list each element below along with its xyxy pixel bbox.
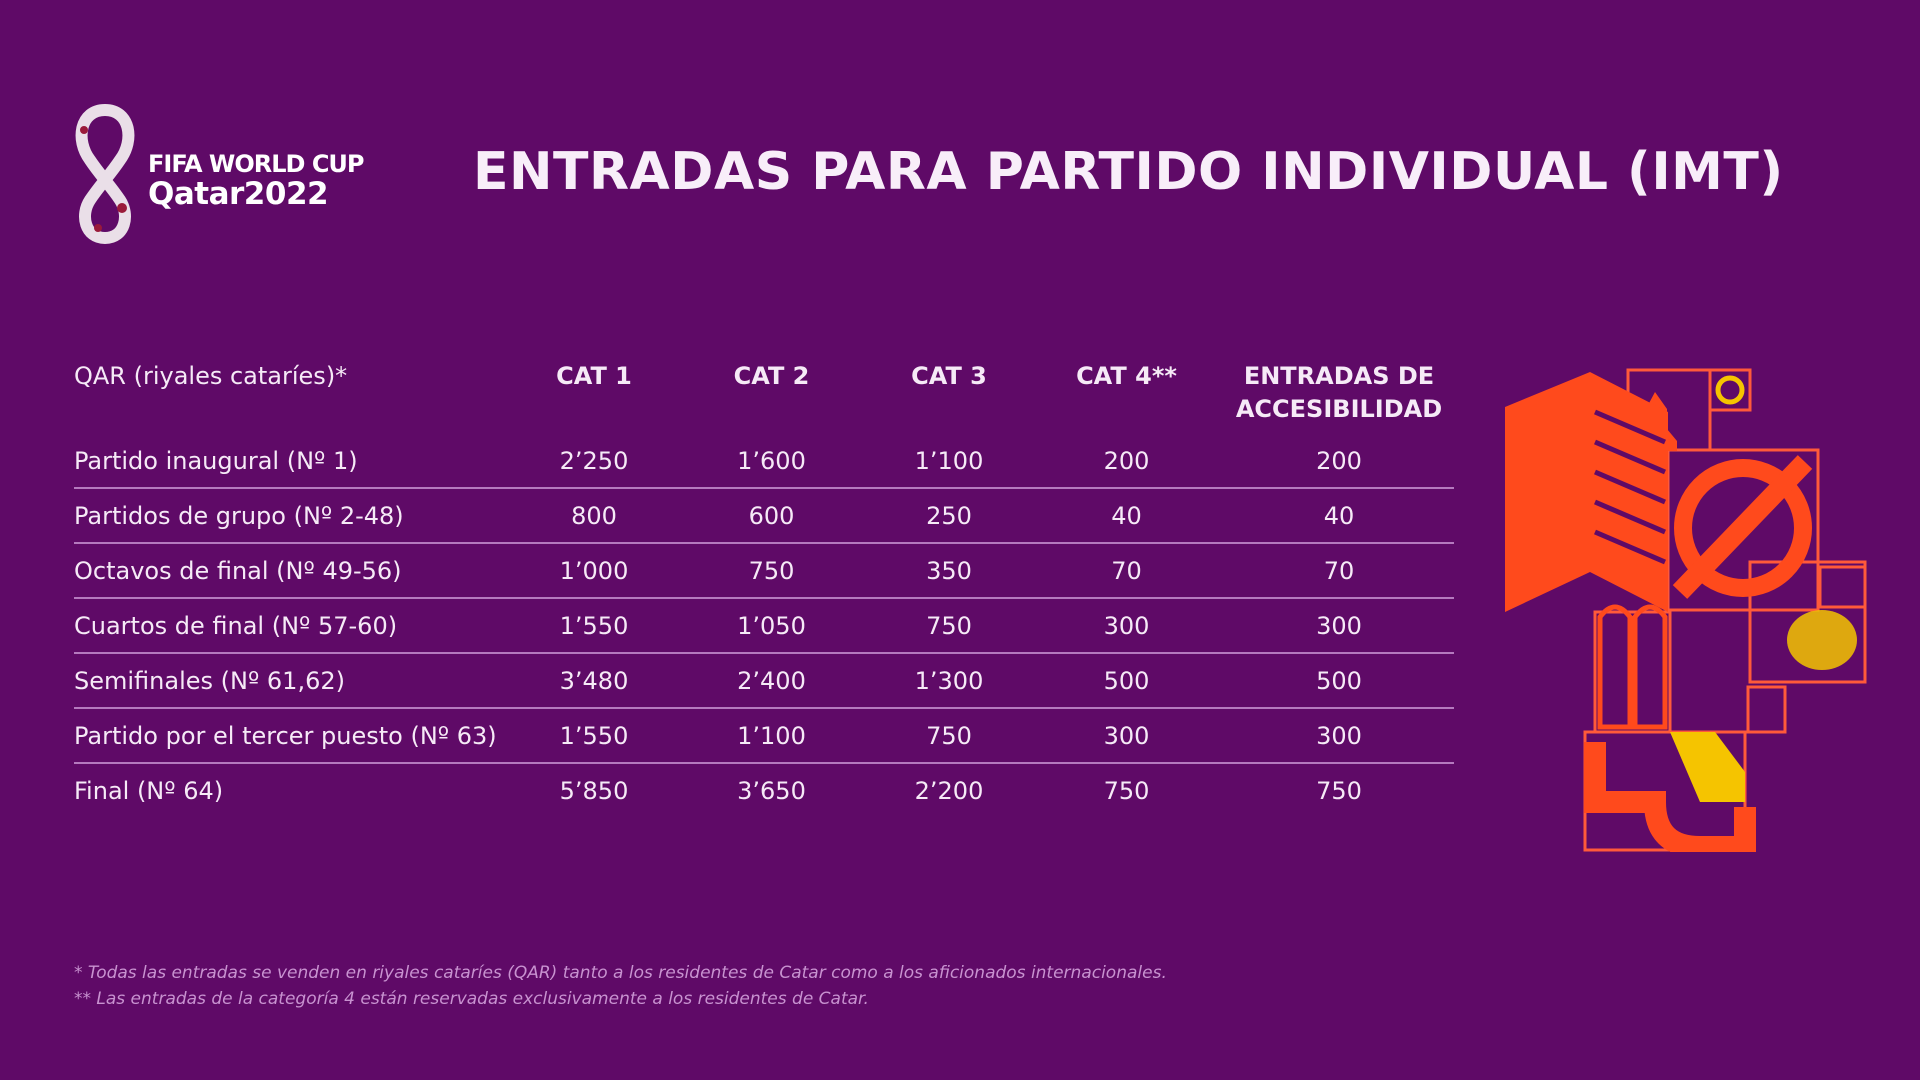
- cell-cat4: 200: [1029, 434, 1224, 489]
- header-cat3: CAT 3: [911, 362, 987, 390]
- cell-accessibility: 750: [1316, 776, 1362, 805]
- cell-cat1: 800: [514, 488, 674, 544]
- cell-cat3: 750: [869, 598, 1029, 654]
- logo-line1: FIFA WORLD CUP: [148, 150, 365, 178]
- cell-accessibility: 40: [1224, 488, 1454, 544]
- cell-cat1: 1’550: [514, 708, 674, 764]
- cell-cat3: 750: [869, 708, 1029, 764]
- cell-accessibility: 500: [1224, 653, 1454, 709]
- price-table: QAR (riyales cataríes)* CAT 1 CAT 2 CAT …: [74, 360, 1454, 817]
- table-row: Partido por el tercer puesto (Nº 63) 1’55…: [74, 708, 1454, 764]
- cell-cat3: 250: [869, 488, 1029, 544]
- cell-match: Octavos de final (Nº 49-56): [74, 543, 514, 599]
- cell-match: Cuartos de final (Nº 57-60): [74, 598, 514, 654]
- cell-cat2: 2’400: [674, 653, 869, 709]
- cell-cat2: 3’650: [737, 776, 806, 805]
- cell-match: Semifinales (Nº 61,62): [74, 653, 514, 709]
- table-row: Partido inaugural (Nº 1) 2’250 1’600 1’100 2…: [74, 434, 1454, 489]
- header-cat2: CAT 2: [733, 362, 810, 390]
- cell-cat1: 2’250: [514, 434, 674, 489]
- cell-cat4: 300: [1029, 708, 1224, 764]
- cell-cat3: 1’300: [869, 653, 1029, 709]
- cell-cat2: 750: [674, 543, 869, 599]
- header-accessibility: ENTRADAS DE ACCESIBILIDAD: [1235, 362, 1443, 423]
- cell-cat2: 1’100: [674, 708, 869, 764]
- cell-cat4: 500: [1029, 653, 1224, 709]
- cell-match: Partido inaugural (Nº 1): [74, 434, 514, 489]
- cell-cat3: 350: [869, 543, 1029, 599]
- table-header-row: QAR (riyales cataríes)* CAT 1 CAT 2 CAT …: [74, 360, 1454, 434]
- cell-accessibility: 300: [1224, 598, 1454, 654]
- cell-cat1: 5’850: [559, 776, 629, 805]
- cell-match: Partido por el tercer puesto (Nº 63): [74, 708, 514, 764]
- footnote-1: * Todas las entradas se venden en riyale…: [74, 963, 1167, 983]
- cell-cat4: 300: [1029, 598, 1224, 654]
- cell-cat2: 600: [674, 488, 869, 544]
- table-row: Semifinales (Nº 61,62) 3’480 2’400 1’300 500…: [74, 653, 1454, 709]
- cell-cat1: 1’550: [514, 598, 674, 654]
- cell-accessibility: 70: [1224, 543, 1454, 599]
- fifa-world-cup-logo: FIFA WORLD CUP Qatar2022: [70, 100, 390, 245]
- cell-match: Partidos de grupo (Nº 2-48): [74, 488, 514, 544]
- footnotes: * Todas las entradas se venden en riyale…: [74, 960, 1167, 1012]
- page-title: ENTRADAS PARA PARTIDO INDIVIDUAL (IMT): [473, 142, 1784, 202]
- trophy-emblem-icon: [75, 103, 135, 245]
- table-row: Octavos de final (Nº 49-56) 1’000 750 350 70…: [74, 543, 1454, 599]
- table-row: Final (Nº 64) 5’850 3’650 2’200 750 750: [74, 763, 1454, 817]
- cell-cat2: 1’600: [674, 434, 869, 489]
- header-currency: QAR (riyales cataríes)*: [74, 362, 348, 390]
- cell-cat4: 70: [1029, 543, 1224, 599]
- cell-cat4: 40: [1029, 488, 1224, 544]
- footnote-2: ** Las entradas de la categoría 4 están …: [74, 989, 869, 1009]
- table-row: Partidos de grupo (Nº 2-48) 800 600 250 40 40: [74, 488, 1454, 544]
- cell-cat1: 1’000: [514, 543, 674, 599]
- decorative-artwork-icon: [1505, 368, 1867, 852]
- header-cat1: CAT 1: [556, 362, 632, 390]
- cell-cat4: 750: [1103, 776, 1150, 805]
- table-row: Cuartos de final (Nº 57-60) 1’550 1’050 750…: [74, 598, 1454, 654]
- cell-cat2: 1’050: [674, 598, 869, 654]
- cell-accessibility: 300: [1224, 708, 1454, 764]
- cell-match: Final (Nº 64): [74, 776, 224, 805]
- cell-accessibility: 200: [1224, 434, 1454, 489]
- cell-cat1: 3’480: [514, 653, 674, 709]
- cell-cat3: 2’200: [914, 776, 984, 805]
- logo-line2: Qatar2022: [148, 176, 329, 212]
- cell-cat3: 1’100: [869, 434, 1029, 489]
- header-cat4: CAT 4**: [1076, 362, 1177, 390]
